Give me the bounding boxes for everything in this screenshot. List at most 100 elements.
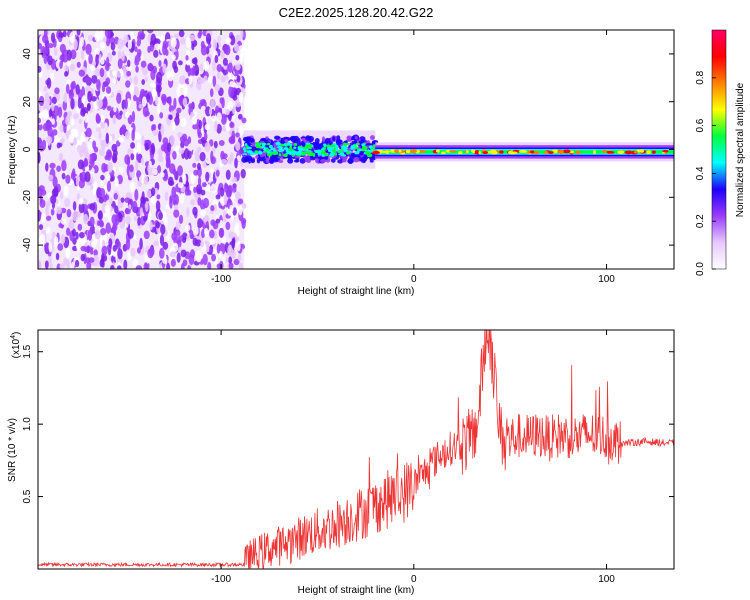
spectrogram-peak bbox=[390, 149, 395, 153]
spectrogram-speckle bbox=[221, 153, 228, 159]
spectrogram-speckle bbox=[157, 154, 164, 163]
spectrogram-speckle bbox=[68, 218, 75, 230]
spectrogram-speckle bbox=[216, 64, 223, 72]
spectrogram-speckle bbox=[100, 174, 105, 181]
spectrogram-speckle bbox=[150, 187, 156, 197]
spectrogram-speckle bbox=[225, 257, 229, 263]
spectrogram-speckle bbox=[105, 132, 110, 144]
spectrogram-speckle bbox=[229, 81, 235, 88]
spectrogram-speckle bbox=[176, 252, 181, 263]
spectrogram-speckle bbox=[164, 216, 168, 227]
spectrogram-speckle bbox=[136, 151, 141, 163]
spectrogram-speckle bbox=[101, 245, 108, 256]
spectrogram-speckle bbox=[161, 93, 167, 103]
spectrogram-speckle bbox=[69, 63, 76, 72]
spectrogram-speckle bbox=[175, 145, 181, 151]
spectrogram-speckle bbox=[101, 114, 105, 122]
spectrogram-speckle bbox=[228, 256, 233, 264]
spectrogram-speckle bbox=[220, 113, 227, 125]
spectrogram-speckle bbox=[210, 156, 216, 165]
spectrogram-speckle bbox=[234, 191, 241, 200]
spectrogram-speckle bbox=[102, 37, 107, 43]
spectrogram-spread-core bbox=[256, 144, 260, 149]
spectrogram-speckle bbox=[124, 197, 131, 204]
spectrogram-speckle bbox=[235, 63, 241, 71]
spectrogram-spread-core bbox=[267, 150, 271, 154]
x-tick-label: 100 bbox=[598, 574, 615, 585]
spectrogram-peak bbox=[474, 150, 479, 155]
spectrogram-speckle bbox=[98, 131, 102, 140]
spectrogram-x-label: Height of straight line (km) bbox=[298, 286, 415, 297]
spectrogram-speckle bbox=[79, 235, 86, 246]
spectrogram-speckle bbox=[227, 244, 234, 257]
spectrogram-speckle bbox=[100, 122, 105, 129]
spectrogram-speckle bbox=[51, 96, 57, 105]
spectrogram-speckle bbox=[77, 223, 83, 231]
spectrogram-speckle bbox=[221, 158, 228, 165]
spectrogram-speckle bbox=[234, 157, 238, 169]
spectrogram-speckle bbox=[43, 85, 48, 92]
colorbar-frame bbox=[711, 29, 727, 270]
spectrogram-speckle bbox=[49, 72, 55, 82]
spectrogram-speckle bbox=[61, 172, 66, 180]
spectrogram-speckle bbox=[232, 184, 237, 194]
spectrogram-speckle bbox=[172, 168, 177, 176]
spectrogram-speckle bbox=[87, 103, 91, 112]
snr-series-line bbox=[38, 330, 674, 569]
spectrogram-speckle bbox=[133, 86, 139, 98]
spectrogram-speckle bbox=[96, 79, 101, 91]
spectrogram-peak bbox=[575, 150, 581, 154]
spectrogram-speckle bbox=[168, 96, 172, 106]
spectrogram-speckle bbox=[56, 165, 62, 172]
spectrogram-speckle bbox=[199, 99, 206, 105]
spectrogram-speckle bbox=[166, 142, 172, 152]
spectrogram-speckle bbox=[89, 202, 96, 211]
spectrogram-spread-core bbox=[258, 145, 262, 149]
spectrogram-speckle bbox=[219, 187, 225, 197]
spectrogram-speckle bbox=[173, 65, 179, 74]
spectrogram-speckle bbox=[140, 90, 147, 97]
spectrogram-spread-blob bbox=[297, 138, 301, 143]
spectrogram-spread-core bbox=[262, 150, 269, 153]
spectrogram-speckle bbox=[229, 205, 234, 213]
spectrogram-speckle bbox=[112, 222, 118, 232]
spectrogram-speckle bbox=[77, 97, 82, 109]
spectrogram-spread-core bbox=[283, 143, 287, 146]
spectrogram-speckle bbox=[59, 152, 63, 162]
spectrogram-speckle bbox=[129, 164, 134, 173]
snr-panel: -100 0 100 0.5 1.0 1.5 Height of straight li… bbox=[7, 329, 675, 596]
spectrogram-spread-core bbox=[337, 151, 342, 154]
spectrogram-peak bbox=[624, 150, 633, 155]
spectrogram-peak bbox=[448, 150, 457, 153]
spectrogram-spread-core bbox=[278, 148, 282, 153]
spectrogram-speckle bbox=[78, 118, 83, 125]
spectrogram-speckle bbox=[129, 83, 135, 95]
spectrogram-speckle bbox=[80, 132, 86, 144]
spectrogram-speckle bbox=[172, 150, 177, 160]
spectrogram-speckle bbox=[101, 252, 105, 264]
spectrogram-speckle bbox=[238, 262, 244, 269]
spectrogram-speckle bbox=[207, 185, 211, 192]
spectrogram-x-ticks: -100 0 100 bbox=[211, 30, 615, 285]
spectrogram-speckle bbox=[114, 177, 119, 187]
spectrogram-speckle bbox=[171, 69, 175, 78]
spectrogram-peak bbox=[372, 150, 380, 155]
spectrogram-speckle bbox=[240, 30, 244, 39]
spectrogram-spread-core bbox=[243, 150, 247, 153]
spectrogram-speckle bbox=[105, 56, 110, 68]
spectrogram-peak bbox=[482, 151, 489, 155]
spectrogram-speckle bbox=[202, 253, 208, 266]
spectrogram-speckle bbox=[53, 236, 59, 248]
spectrogram-peak bbox=[418, 150, 427, 154]
spectrogram-speckle bbox=[159, 35, 165, 42]
spectrogram-speckle bbox=[227, 101, 233, 112]
spectrogram-speckle bbox=[180, 249, 187, 258]
spectrogram-speckle bbox=[69, 31, 76, 43]
spectrogram-speckle bbox=[144, 76, 148, 83]
spectrogram-speckle bbox=[156, 165, 162, 174]
snr-y-ticks: 0.5 1.0 1.5 bbox=[22, 344, 674, 504]
spectrogram-speckle bbox=[185, 224, 191, 232]
spectrogram-peak bbox=[394, 149, 399, 154]
spectrogram-speckle bbox=[238, 45, 245, 52]
spectrogram-spread-core bbox=[277, 146, 283, 149]
